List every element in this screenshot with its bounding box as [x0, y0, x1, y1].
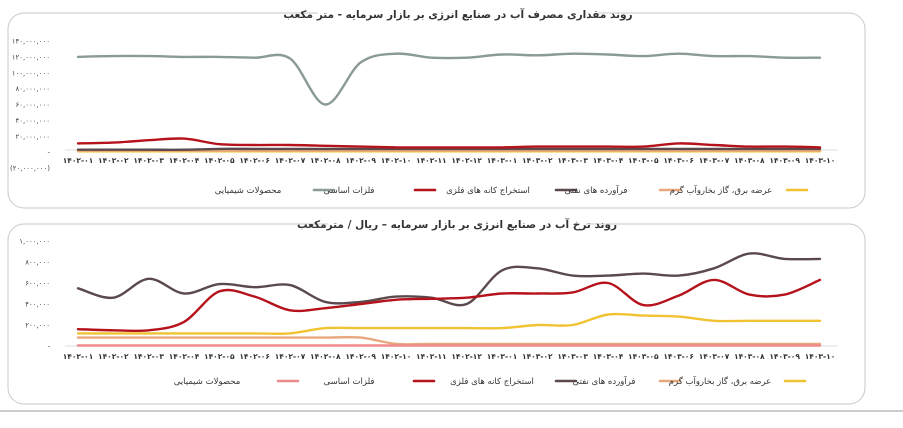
x-tick-label: ۱۴۰۳-۰۶ — [663, 156, 694, 165]
legend-label: استخراج کانه های فلزی — [450, 377, 534, 387]
y-tick-label: - — [47, 149, 50, 157]
x-axis-ticks: ۱۴۰۲-۰۱ ۱۴۰۲-۰۲ ۱۴۰۲-۰۳ ۱۴۰۲-۰۴ ۱۴۰۲-۰۵ ۱۴۰۲-… — [63, 156, 836, 165]
x-tick-label: ۱۴۰۳-۰۲ — [522, 156, 553, 165]
x-tick-label: ۱۴۰۲-۰۱ — [63, 156, 94, 165]
y-tick-label: ۴۰,۰۰۰,۰۰۰ — [15, 117, 50, 125]
x-tick-label: ۱۴۰۳-۰۸ — [734, 156, 765, 165]
y-tick-label: ۶۰,۰۰۰,۰۰۰ — [15, 101, 50, 109]
chart-legend: محصولات شیمیایی فلزات اساسی استخراج کانه ه… — [174, 375, 807, 387]
x-tick-label: ۱۴۰۲-۰۳ — [133, 352, 164, 361]
x-tick-label: ۱۴۰۲-۱۱ — [416, 352, 447, 361]
title-backdrop — [328, 218, 586, 231]
y-tick-label: ۱۴۰,۰۰۰,۰۰۰ — [12, 38, 50, 46]
x-tick-label: ۱۴۰۲-۱۰ — [381, 156, 412, 165]
x-axis-ticks: ۱۴۰۲-۰۱ ۱۴۰۲-۰۲ ۱۴۰۲-۰۳ ۱۴۰۲-۰۴ ۱۴۰۲-۰۵ ۱۴۰۲-… — [63, 352, 836, 361]
x-tick-label: ۱۴۰۲-۰۸ — [310, 156, 341, 165]
x-tick-label: ۱۴۰۳-۰۵ — [628, 352, 659, 361]
y-tick-label: ۱۲۰,۰۰۰,۰۰۰ — [12, 53, 50, 61]
series-lines — [76, 252, 822, 347]
chart-legend: محصولات شیمیایی فلزات اساسی استخراج کانه ه… — [215, 184, 809, 196]
chart-water-rate: روند نرخ آب در صنایع انرژی بر بازار سرما… — [7, 218, 866, 405]
legend-label: عرضه برق، گاز بخاروآب گرم — [670, 184, 773, 196]
x-tick-label: ۱۴۰۳-۰۷ — [699, 156, 730, 165]
y-tick-label: ۸۰۰,۰۰۰ — [25, 259, 50, 267]
x-tick-label: ۱۴۰۳-۰۸ — [734, 352, 765, 361]
y-tick-label: ۶۰۰,۰۰۰ — [25, 280, 50, 288]
x-tick-label: ۱۴۰۲-۰۵ — [204, 352, 235, 361]
x-tick-label: ۱۴۰۲-۰۲ — [98, 352, 129, 361]
legend-label: فلزات اساسی — [324, 186, 375, 196]
x-tick-label: ۱۴۰۲-۰۶ — [239, 156, 270, 165]
x-tick-label: ۱۴۰۳-۰۵ — [628, 156, 659, 165]
series-line — [76, 252, 822, 307]
legend-label: عرضه برق، گاز بخاروآب گرم — [669, 375, 772, 387]
series-line — [76, 137, 822, 149]
x-tick-label: ۱۴۰۲-۰۲ — [98, 156, 129, 165]
x-tick-label: ۱۴۰۳-۰۲ — [522, 352, 553, 361]
x-tick-label: ۱۴۰۳-۰۹ — [769, 156, 800, 165]
x-tick-label: ۱۴۰۳-۱۰ — [805, 156, 836, 165]
x-tick-label: ۱۴۰۲-۰۶ — [239, 352, 270, 361]
chart-title: روند مقداری مصرف آب در صنایع انرژی بر با… — [283, 8, 632, 21]
chart-water-consumption: روند مقداری مصرف آب در صنایع انرژی بر با… — [7, 8, 866, 209]
legend-label: محصولات شیمیایی — [215, 186, 282, 196]
title-backdrop — [318, 8, 598, 21]
legend-label: فرآورده های نفتی — [572, 375, 635, 387]
chart-title: روند نرخ آب در صنایع انرژی بر بازار سرما… — [297, 218, 617, 231]
y-axis-ticks: ۱۴۰,۰۰۰,۰۰۰ ۱۲۰,۰۰۰,۰۰۰ ۱۰۰,۰۰۰,۰۰۰ ۸۰,۰۰۰,… — [10, 38, 50, 173]
chart-panel-frame — [7, 12, 866, 209]
x-tick-label: ۱۴۰۳-۰۴ — [593, 352, 624, 361]
y-tick-label: (۲۰,۰۰۰,۰۰۰) — [10, 165, 50, 173]
y-axis-ticks: ۱,۰۰۰,۰۰۰ ۸۰۰,۰۰۰ ۶۰۰,۰۰۰ ۴۰۰,۰۰۰ ۲۰۰,۰۰۰ - — [19, 238, 50, 351]
legend-label: استخراج کانه های فلزی — [446, 186, 530, 196]
x-tick-label: ۱۴۰۲-۰۴ — [169, 352, 200, 361]
x-tick-label: ۱۴۰۳-۰۴ — [593, 156, 624, 165]
y-tick-label: ۲۰۰,۰۰۰ — [25, 322, 50, 330]
x-tick-label: ۱۴۰۲-۰۴ — [169, 156, 200, 165]
x-tick-label: ۱۴۰۲-۰۳ — [133, 156, 164, 165]
legend-label: فلزات اساسی — [324, 377, 375, 387]
x-tick-label: ۱۴۰۲-۰۷ — [275, 352, 306, 361]
x-tick-label: ۱۴۰۲-۱۲ — [451, 156, 482, 165]
y-tick-label: ۱۰۰,۰۰۰,۰۰۰ — [12, 69, 50, 77]
x-tick-label: ۱۴۰۳-۰۶ — [663, 352, 694, 361]
series-line — [76, 312, 822, 335]
x-tick-label: ۱۴۰۳-۰۷ — [699, 352, 730, 361]
y-tick-label: ۴۰۰,۰۰۰ — [25, 301, 50, 309]
x-tick-label: ۱۴۰۲-۱۲ — [451, 352, 482, 361]
series-line — [76, 52, 822, 106]
y-tick-label: ۱,۰۰۰,۰۰۰ — [19, 238, 50, 246]
legend-label: فرآورده های نفتی — [564, 184, 627, 196]
x-tick-label: ۱۴۰۲-۱۱ — [416, 156, 447, 165]
series-line — [76, 147, 822, 151]
y-tick-label: ۲۰,۰۰۰,۰۰۰ — [15, 133, 50, 141]
x-tick-label: ۱۴۰۲-۱۰ — [381, 352, 412, 361]
legend-label: محصولات شیمیایی — [174, 377, 241, 387]
series-lines — [76, 52, 822, 153]
y-tick-label: ۸۰,۰۰۰,۰۰۰ — [15, 85, 50, 93]
x-tick-label: ۱۴۰۲-۰۹ — [345, 156, 376, 165]
x-tick-label: ۱۴۰۳-۰۳ — [557, 352, 588, 361]
x-tick-label: ۱۴۰۳-۱۰ — [805, 352, 836, 361]
x-tick-label: ۱۴۰۳-۰۹ — [769, 352, 800, 361]
series-line — [76, 335, 822, 346]
y-tick-label: - — [47, 343, 50, 351]
series-line — [76, 278, 822, 333]
x-tick-label: ۱۴۰۳-۰۳ — [557, 156, 588, 165]
x-tick-label: ۱۴۰۲-۰۵ — [204, 156, 235, 165]
x-tick-label: ۱۴۰۲-۰۷ — [275, 156, 306, 165]
x-tick-label: ۱۴۰۲-۰۹ — [345, 352, 376, 361]
x-tick-label: ۱۴۰۲-۰۱ — [63, 352, 94, 361]
x-tick-label: ۱۴۰۳-۰۱ — [487, 352, 518, 361]
x-tick-label: ۱۴۰۲-۰۸ — [310, 352, 341, 361]
x-tick-label: ۱۴۰۳-۰۱ — [487, 156, 518, 165]
